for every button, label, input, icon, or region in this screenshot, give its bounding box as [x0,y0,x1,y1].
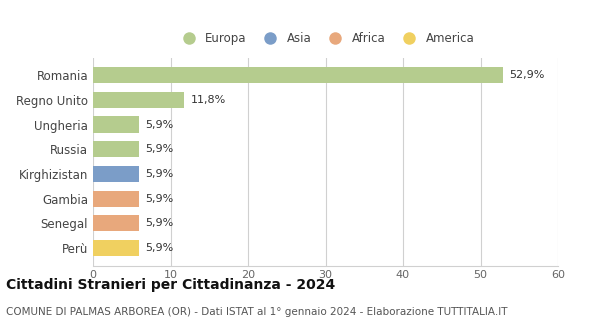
Text: 52,9%: 52,9% [509,70,545,80]
Text: 5,9%: 5,9% [145,194,173,204]
Bar [93,166,139,182]
Bar [93,67,503,83]
Legend: Europa, Asia, Africa, America: Europa, Asia, Africa, America [175,30,476,48]
Text: 5,9%: 5,9% [145,218,173,228]
Text: COMUNE DI PALMAS ARBOREA (OR) - Dati ISTAT al 1° gennaio 2024 - Elaborazione TUT: COMUNE DI PALMAS ARBOREA (OR) - Dati IST… [6,307,508,317]
Bar [93,215,139,231]
Bar [93,191,139,207]
Bar [93,240,139,256]
Text: 5,9%: 5,9% [145,169,173,179]
Text: 5,9%: 5,9% [145,243,173,253]
Text: 11,8%: 11,8% [191,95,226,105]
Bar [93,116,139,132]
Text: 5,9%: 5,9% [145,120,173,130]
Text: 5,9%: 5,9% [145,144,173,154]
Bar [93,92,184,108]
Bar [93,141,139,157]
Text: Cittadini Stranieri per Cittadinanza - 2024: Cittadini Stranieri per Cittadinanza - 2… [6,278,335,292]
